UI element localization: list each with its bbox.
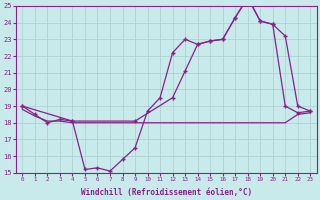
X-axis label: Windchill (Refroidissement éolien,°C): Windchill (Refroidissement éolien,°C) (81, 188, 252, 197)
